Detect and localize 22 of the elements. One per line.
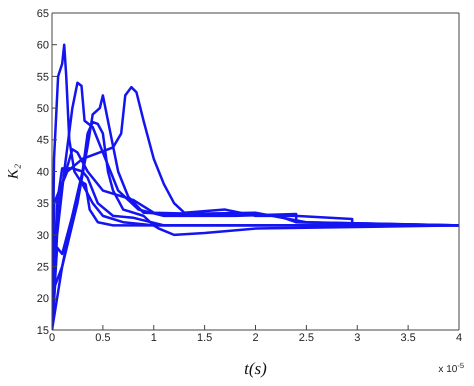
y-tick-label: 50 [36, 103, 49, 116]
x-tick-label: 1.5 [196, 332, 212, 344]
x-tick-label: 1 [150, 332, 157, 344]
y-tick-label: 25 [36, 262, 49, 274]
x-axis-title: t(s) [244, 359, 268, 378]
x-tick-label: 0 [48, 332, 56, 344]
y-tick-label: 20 [36, 293, 49, 306]
y-tick-label: 15 [36, 324, 49, 337]
y-tick-label: 60 [36, 40, 49, 52]
x-tick-label: 2 [252, 332, 259, 344]
x-tick-label: 3 [354, 332, 360, 344]
x-tick-label: 2.5 [298, 332, 314, 344]
y-tick-label: 35 [36, 198, 49, 210]
y-tick-label: 40 [36, 166, 49, 178]
y-tick-label: 30 [36, 230, 49, 242]
x-tick-label: 0.5 [95, 332, 111, 344]
y-tick-label: 55 [36, 71, 49, 84]
text: x 10$^{-5}$ [438, 360, 464, 375]
y-tick-label: 65 [36, 8, 49, 20]
x-tick-label: 4 [456, 332, 462, 344]
y-tick-label: 45 [36, 134, 49, 147]
x-tick-label: 3.5 [400, 332, 416, 344]
